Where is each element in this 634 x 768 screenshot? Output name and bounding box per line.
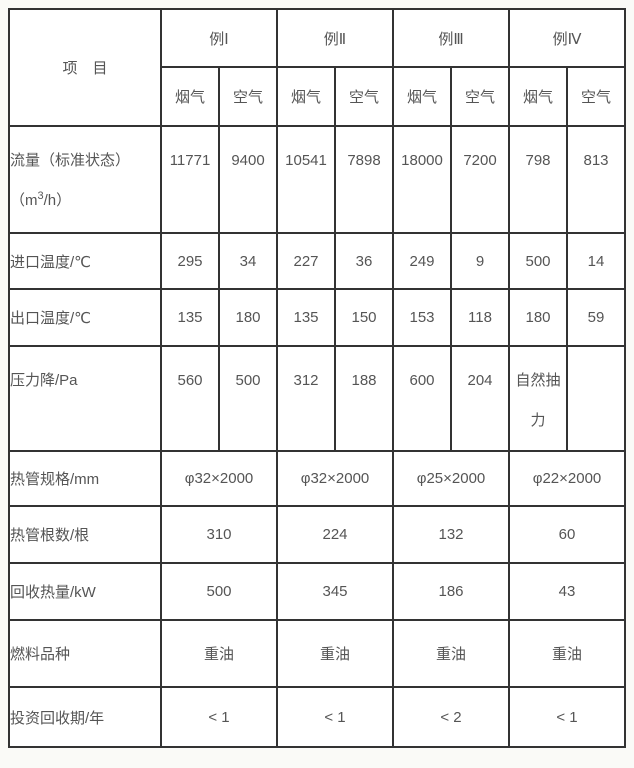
corner-header-item: 项 目 bbox=[8, 8, 162, 127]
cell-pressure-ex3-flue: 600 bbox=[392, 345, 452, 452]
cell-spec-ex3: φ25×2000 bbox=[392, 450, 510, 507]
cell-pressure-ex4-flue: 自然抽力 bbox=[508, 345, 568, 452]
cell-payback-ex3: < 2 bbox=[392, 686, 510, 748]
cell-flow-ex1-flue: 11771 bbox=[160, 125, 220, 234]
cell-fuel-ex3: 重油 bbox=[392, 619, 510, 688]
cell-count-ex3: 132 bbox=[392, 505, 510, 564]
cell-count-ex4: 60 bbox=[508, 505, 626, 564]
cell-outlet-ex4-air: 59 bbox=[566, 288, 626, 347]
flow-rate-unit-exponent: 3 bbox=[37, 190, 44, 202]
row-label-recovered-heat: 回收热量/kW bbox=[8, 562, 162, 621]
heat-pipe-spec-table: 项 目 例Ⅰ 例Ⅱ 例Ⅲ 例Ⅳ 烟气 空气 烟气 空气 烟气 空气 烟气 空气 … bbox=[8, 8, 626, 748]
cell-fuel-ex1: 重油 bbox=[160, 619, 278, 688]
flow-rate-unit-pre: （m bbox=[10, 192, 38, 209]
row-label-flow-rate: 流量（标准状态） （m3/h） bbox=[8, 125, 162, 234]
cell-outlet-ex3-air: 118 bbox=[450, 288, 510, 347]
cell-inlet-ex3-flue: 249 bbox=[392, 232, 452, 290]
cell-inlet-ex3-air: 9 bbox=[450, 232, 510, 290]
table-header-row-groups: 项 目 例Ⅰ 例Ⅱ 例Ⅲ 例Ⅳ bbox=[8, 8, 626, 127]
table-row-recovered-heat: 回收热量/kW 500 345 186 43 bbox=[8, 562, 626, 621]
table-row-flow-rate: 流量（标准状态） （m3/h） 11771 9400 10541 7898 18… bbox=[8, 125, 626, 234]
cell-inlet-ex2-flue: 227 bbox=[276, 232, 336, 290]
row-label-pressure-drop: 压力降/Pa bbox=[8, 345, 162, 452]
cell-spec-ex1: φ32×2000 bbox=[160, 450, 278, 507]
subheader-air: 空气 bbox=[566, 66, 626, 127]
cell-outlet-ex1-air: 180 bbox=[218, 288, 278, 347]
cell-fuel-ex2: 重油 bbox=[276, 619, 394, 688]
cell-pressure-ex2-flue: 312 bbox=[276, 345, 336, 452]
group-header-example1: 例Ⅰ bbox=[160, 8, 278, 68]
cell-pressure-ex3-air: 204 bbox=[450, 345, 510, 452]
row-label-outlet-temp: 出口温度/℃ bbox=[8, 288, 162, 347]
cell-spec-ex2: φ32×2000 bbox=[276, 450, 394, 507]
cell-heat-ex4: 43 bbox=[508, 562, 626, 621]
row-label-payback-period: 投资回收期/年 bbox=[8, 686, 162, 748]
subheader-flue-gas: 烟气 bbox=[392, 66, 452, 127]
cell-heat-ex1: 500 bbox=[160, 562, 278, 621]
cell-count-ex2: 224 bbox=[276, 505, 394, 564]
subheader-air: 空气 bbox=[450, 66, 510, 127]
group-header-example4: 例Ⅳ bbox=[508, 8, 626, 68]
row-label-fuel-type: 燃料品种 bbox=[8, 619, 162, 688]
subheader-air: 空气 bbox=[334, 66, 394, 127]
table-row-pipe-count: 热管根数/根 310 224 132 60 bbox=[8, 505, 626, 564]
cell-flow-ex3-air: 7200 bbox=[450, 125, 510, 234]
cell-inlet-ex4-flue: 500 bbox=[508, 232, 568, 290]
cell-flow-ex1-air: 9400 bbox=[218, 125, 278, 234]
cell-fuel-ex4: 重油 bbox=[508, 619, 626, 688]
cell-heat-ex2: 345 bbox=[276, 562, 394, 621]
table-header-row-media: 烟气 空气 烟气 空气 烟气 空气 烟气 空气 bbox=[9, 66, 626, 127]
cell-flow-ex2-flue: 10541 bbox=[276, 125, 336, 234]
cell-count-ex1: 310 bbox=[160, 505, 278, 564]
cell-outlet-ex4-flue: 180 bbox=[508, 288, 568, 347]
table-row-pressure-drop: 压力降/Pa 560 500 312 188 600 204 自然抽力 bbox=[8, 345, 626, 452]
cell-payback-ex2: < 1 bbox=[276, 686, 394, 748]
flow-rate-label-line1: 流量（标准状态） bbox=[10, 152, 131, 169]
cell-outlet-ex3-flue: 153 bbox=[392, 288, 452, 347]
table-row-outlet-temp: 出口温度/℃ 135 180 135 150 153 118 180 59 bbox=[8, 288, 626, 347]
cell-flow-ex4-air: 813 bbox=[566, 125, 626, 234]
cell-pressure-ex1-air: 500 bbox=[218, 345, 278, 452]
group-header-example2: 例Ⅱ bbox=[276, 8, 394, 68]
cell-flow-ex4-flue: 798 bbox=[508, 125, 568, 234]
cell-outlet-ex2-flue: 135 bbox=[276, 288, 336, 347]
cell-payback-ex1: < 1 bbox=[160, 686, 278, 748]
cell-outlet-ex2-air: 150 bbox=[334, 288, 394, 347]
cell-inlet-ex1-air: 34 bbox=[218, 232, 278, 290]
subheader-flue-gas: 烟气 bbox=[160, 66, 220, 127]
row-label-pipe-spec: 热管规格/mm bbox=[8, 450, 162, 507]
table-row-inlet-temp: 进口温度/℃ 295 34 227 36 249 9 500 14 bbox=[8, 232, 626, 290]
group-header-example3: 例Ⅲ bbox=[392, 8, 510, 68]
cell-inlet-ex2-air: 36 bbox=[334, 232, 394, 290]
cell-flow-ex3-flue: 18000 bbox=[392, 125, 452, 234]
table-row-fuel-type: 燃料品种 重油 重油 重油 重油 bbox=[8, 619, 626, 688]
cell-heat-ex3: 186 bbox=[392, 562, 510, 621]
cell-pressure-ex1-flue: 560 bbox=[160, 345, 220, 452]
row-label-pipe-count: 热管根数/根 bbox=[8, 505, 162, 564]
cell-payback-ex4: < 1 bbox=[508, 686, 626, 748]
subheader-air: 空气 bbox=[218, 66, 278, 127]
cell-outlet-ex1-flue: 135 bbox=[160, 288, 220, 347]
cell-flow-ex2-air: 7898 bbox=[334, 125, 394, 234]
subheader-flue-gas: 烟气 bbox=[276, 66, 336, 127]
cell-spec-ex4: φ22×2000 bbox=[508, 450, 626, 507]
cell-pressure-ex4-air bbox=[566, 345, 626, 452]
subheader-flue-gas: 烟气 bbox=[508, 66, 568, 127]
table-row-pipe-spec: 热管规格/mm φ32×2000 φ32×2000 φ25×2000 φ22×2… bbox=[8, 450, 626, 507]
flow-rate-unit-post: /h） bbox=[43, 192, 72, 209]
cell-inlet-ex1-flue: 295 bbox=[160, 232, 220, 290]
table-row-payback-period: 投资回收期/年 < 1 < 1 < 2 < 1 bbox=[8, 686, 626, 748]
cell-inlet-ex4-air: 14 bbox=[566, 232, 626, 290]
cell-pressure-ex2-air: 188 bbox=[334, 345, 394, 452]
row-label-inlet-temp: 进口温度/℃ bbox=[8, 232, 162, 290]
